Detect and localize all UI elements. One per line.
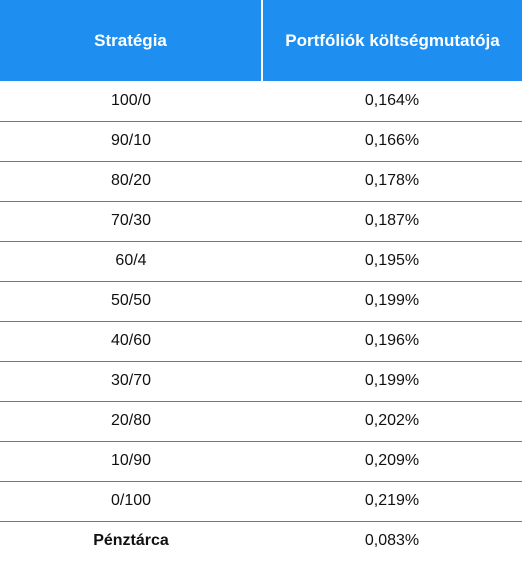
cost-cell: 0,187%: [262, 201, 522, 242]
strategy-cell: 90/10: [0, 121, 262, 162]
strategy-cell: 40/60: [0, 321, 262, 362]
cost-cell: 0,209%: [262, 441, 522, 482]
table-row: 70/30 0,187%: [0, 201, 522, 242]
cost-cell: 0,178%: [262, 161, 522, 202]
header-cost-ratio: Portfóliók költségmutatója: [262, 0, 522, 81]
header-row: Stratégia Portfóliók költségmutatója: [0, 0, 522, 81]
strategy-cell: 80/20: [0, 161, 262, 202]
cost-table: Stratégia Portfóliók költségmutatója 100…: [0, 0, 522, 561]
strategy-cell: 70/30: [0, 201, 262, 242]
cost-cell: 0,219%: [262, 481, 522, 522]
strategy-cell: 100/0: [0, 81, 262, 122]
table-row: 50/50 0,199%: [0, 281, 522, 322]
table-row: 60/4 0,195%: [0, 241, 522, 282]
table-row: 0/100 0,219%: [0, 481, 522, 522]
strategy-cell: 30/70: [0, 361, 262, 402]
table-row: 20/80 0,202%: [0, 401, 522, 442]
cost-cell: 0,083%: [364, 532, 420, 550]
strategy-cell: 0/100: [0, 481, 262, 522]
cost-cell: 0,196%: [262, 321, 522, 362]
table-row: 100/0 0,164%: [0, 81, 522, 122]
cost-cell: 0,164%: [262, 81, 522, 122]
table-row: 30/70 0,199%: [0, 361, 522, 402]
cost-cell: 0,202%: [262, 401, 522, 442]
strategy-cell: 50/50: [0, 281, 262, 322]
cost-cell: 0,199%: [262, 281, 522, 322]
table-row: 90/10 0,166%: [0, 121, 522, 162]
strategy-cell: 60/4: [0, 241, 262, 282]
table-row: 40/60 0,196%: [0, 321, 522, 362]
strategy-cell: 10/90: [0, 441, 262, 482]
strategy-cell: Pénztárca: [93, 532, 169, 550]
cost-cell: 0,195%: [262, 241, 522, 282]
header-strategy: Stratégia: [0, 0, 263, 81]
cost-cell: 0,166%: [262, 121, 522, 162]
strategy-cell: 20/80: [0, 401, 262, 442]
table-row: 10/90 0,209%: [0, 441, 522, 482]
table-row: Pénztárca 0,083%: [0, 521, 522, 561]
cost-cell: 0,199%: [262, 361, 522, 402]
table-row: 80/20 0,178%: [0, 161, 522, 202]
